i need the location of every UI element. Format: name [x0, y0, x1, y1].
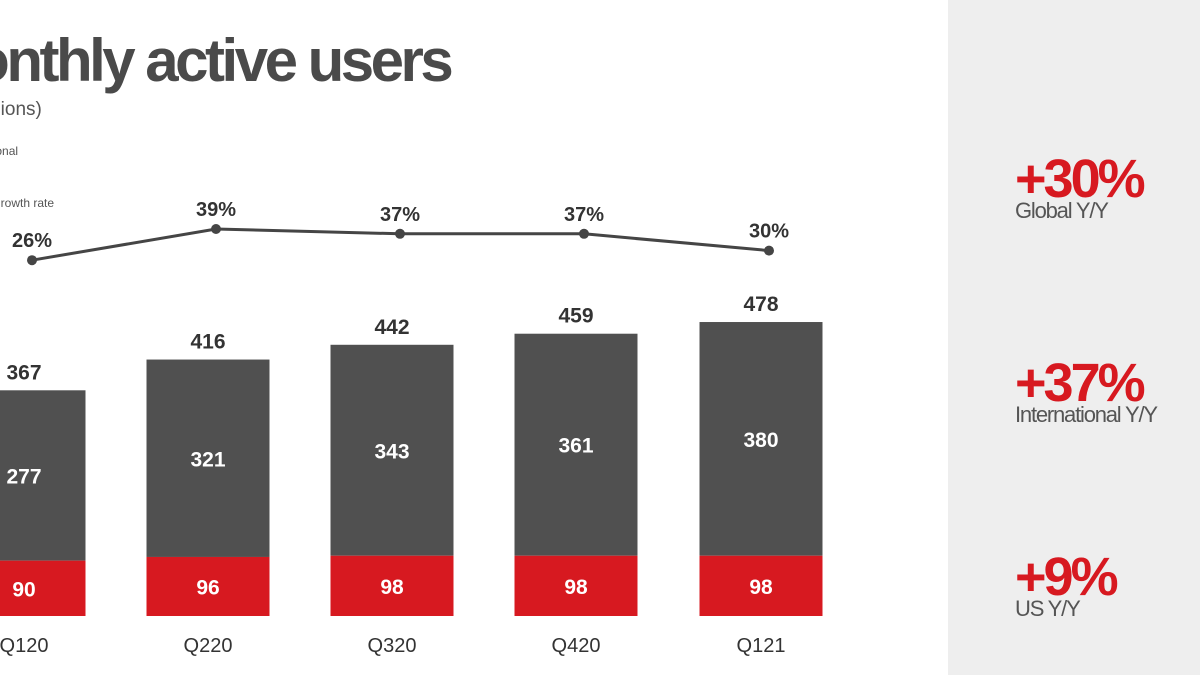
growth-rate-point: [764, 245, 774, 256]
bar-us: [514, 555, 638, 616]
bar-international: [514, 333, 638, 556]
bar-label-international: 361: [558, 435, 593, 458]
growth-rate-point: [27, 255, 37, 266]
bar-label-international: 277: [6, 465, 41, 488]
stat-international-label: International Y/Y: [1015, 402, 1158, 427]
x-tick-label: Q420: [552, 635, 601, 657]
stat-global-value: +30%: [1015, 149, 1146, 209]
bar-us: [0, 560, 86, 616]
bar-total-label: 442: [374, 316, 409, 339]
x-tick-label: Q220: [184, 635, 233, 657]
bar-international: [0, 390, 86, 561]
growth-rate-point: [211, 224, 221, 234]
stat-us-label: US Y/Y: [1015, 596, 1081, 621]
stat-international-value: +37%: [1015, 353, 1146, 413]
mau-chart: 277 90 367 Q120 321 96 416 Q220 343 98 442 Q320 361 9…: [0, 199, 823, 657]
growth-rate-label: 37%: [380, 204, 420, 226]
chart-subtitle: illions): [0, 99, 42, 120]
stat-us: +9% US Y/Y: [1015, 547, 1119, 621]
bar-us: [330, 555, 454, 616]
legend-international: rnational: [0, 144, 19, 158]
page-title: lonthly active users: [0, 27, 454, 94]
bar-international: [699, 322, 823, 556]
bar-label-international: 321: [190, 448, 225, 471]
bar-us: [146, 556, 270, 616]
stat-international: +37% International Y/Y: [1015, 353, 1158, 427]
growth-rate-label: 30%: [749, 221, 789, 243]
stats-panel: [948, 0, 1200, 675]
growth-rate-point: [395, 228, 405, 239]
bar-label-us: 96: [196, 576, 219, 599]
growth-rate-label: 39%: [196, 199, 236, 221]
bar-total-label: 367: [6, 361, 41, 384]
growth-rate-point: [579, 228, 589, 239]
x-tick-label: Q320: [368, 635, 417, 657]
legend-growth-rate: growth rate: [0, 196, 55, 210]
bar-label-international: 380: [743, 429, 778, 452]
bar-total-label: 416: [190, 331, 225, 354]
stat-global-label: Global Y/Y: [1015, 198, 1109, 223]
bar-total-label: 478: [743, 293, 778, 316]
bar-label-us: 98: [749, 576, 773, 599]
growth-rate-label: 26%: [12, 230, 52, 252]
bar-label-us: 98: [564, 576, 588, 599]
bar-us: [699, 555, 823, 616]
stat-us-value: +9%: [1015, 547, 1119, 607]
bar-total-label: 459: [558, 305, 593, 328]
stat-global: +30% Global Y/Y: [1015, 149, 1146, 223]
bar-international: [146, 359, 270, 557]
bar-label-us: 98: [380, 576, 404, 599]
growth-rate-label: 37%: [564, 204, 604, 226]
bar-label-us: 90: [12, 578, 35, 601]
x-tick-label: Q121: [737, 635, 786, 657]
bar-international: [330, 344, 454, 556]
x-tick-label: Q120: [0, 635, 48, 657]
bar-label-international: 343: [374, 440, 409, 463]
